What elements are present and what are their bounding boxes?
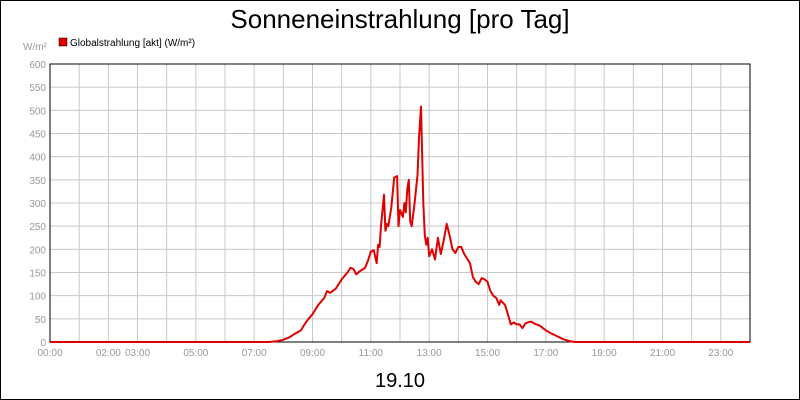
x-tick-label: 09:00 xyxy=(300,348,325,359)
y-tick-label: 450 xyxy=(29,130,46,141)
legend-label: Globalstrahlung [akt] (W/m²) xyxy=(70,38,195,49)
y-tick-label: 300 xyxy=(29,199,46,210)
legend-swatch xyxy=(58,37,68,47)
x-tick-labels: 00:00 02:00 03:00 05:00 07:00 09:00 11:00 13:00… xyxy=(37,348,733,359)
x-tick-label: 15:00 xyxy=(475,348,500,359)
y-axis-unit: W/m² xyxy=(23,42,48,53)
y-tick-label: 500 xyxy=(29,106,46,117)
series-line-globalstrahlung xyxy=(50,105,750,343)
y-tick-label: 0 xyxy=(40,338,46,349)
y-tick-label: 200 xyxy=(29,245,46,256)
y-tick-labels: 0 50 100 150 200 250 300 350 400 450 500 550 600 xyxy=(29,60,46,349)
y-tick-label: 600 xyxy=(29,60,46,71)
x-tick-label: 11:00 xyxy=(359,348,384,359)
y-tick-label: 400 xyxy=(29,153,46,164)
y-tick-label: 250 xyxy=(29,222,46,233)
chart-title: Sonneneinstrahlung [pro Tag] xyxy=(230,4,569,34)
y-tick-label: 100 xyxy=(29,292,46,303)
x-tick-label: 02:00 xyxy=(96,348,121,359)
y-tick-label: 550 xyxy=(29,83,46,94)
y-tick-label: 50 xyxy=(35,315,47,326)
y-tick-label: 350 xyxy=(29,176,46,187)
plot-area xyxy=(49,63,751,343)
x-tick-label: 05:00 xyxy=(183,348,208,359)
x-tick-label: 17:00 xyxy=(533,348,558,359)
x-tick-label: 23:00 xyxy=(708,348,733,359)
y-tick-label: 150 xyxy=(29,269,46,280)
x-tick-label: 21:00 xyxy=(650,348,675,359)
x-tick-label: 00:00 xyxy=(37,348,62,359)
date-label: 19.10 xyxy=(375,370,425,392)
grid-lines xyxy=(50,63,750,343)
x-tick-label: 13:00 xyxy=(417,348,442,359)
x-tick-label: 19:00 xyxy=(592,348,617,359)
x-tick-label: 03:00 xyxy=(125,348,150,359)
x-tick-label: 07:00 xyxy=(242,348,267,359)
